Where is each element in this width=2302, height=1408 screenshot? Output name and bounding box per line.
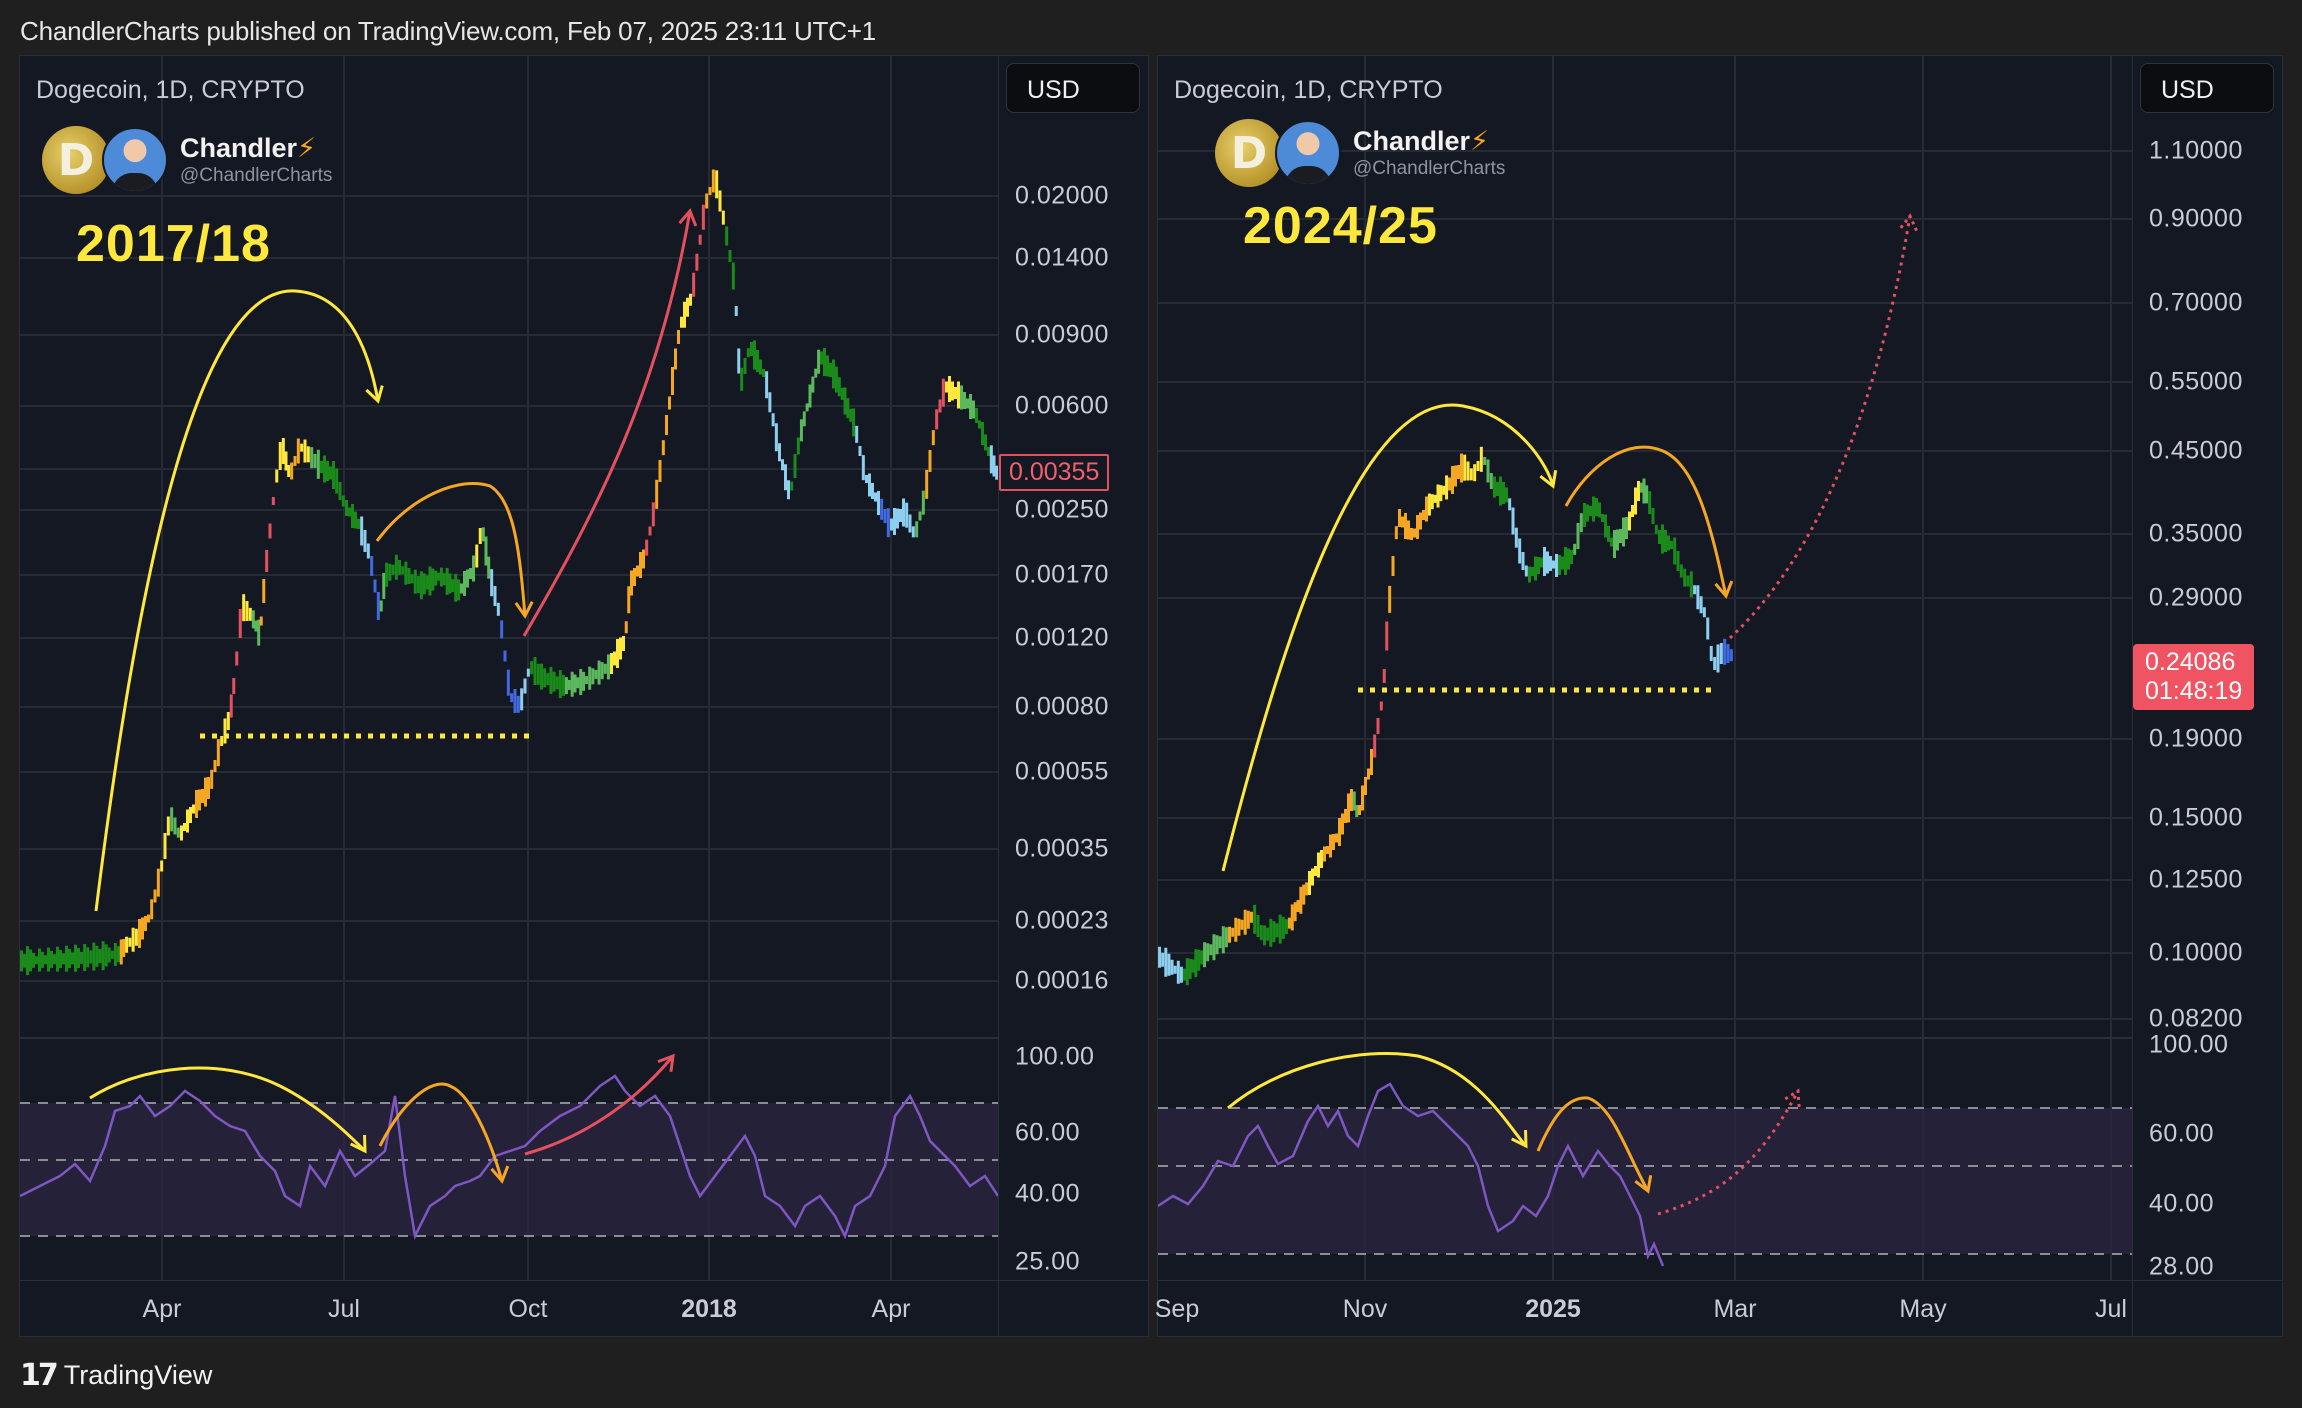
price-plot-right[interactable]: [1158, 56, 2132, 1280]
price-tick: 0.00055: [1015, 757, 1109, 786]
symbol-title: Dogecoin, 1D, CRYPTO: [1174, 76, 1443, 104]
author-handle: @ChandlerCharts: [180, 165, 333, 187]
doge-logo-icon: D: [42, 126, 110, 194]
period-label: 2024/25: [1243, 197, 1438, 255]
price-tick: 0.02000: [1015, 181, 1109, 210]
time-axis-right[interactable]: Sep Nov 2025 Mar May Jul: [1154, 1280, 2282, 1337]
price-tick: 0.00080: [1015, 692, 1109, 721]
bar-countdown: 01:48:19: [2145, 677, 2243, 705]
price-tick: 1.10000: [2149, 136, 2243, 165]
symbol-title: Dogecoin, 1D, CRYPTO: [36, 76, 305, 104]
avatar: [102, 127, 168, 193]
chart-panel-right[interactable]: Dogecoin, 1D, CRYPTO D Chandler⚡ @Chandl…: [1154, 55, 2283, 1337]
rsi-tick: 28.00: [2149, 1252, 2215, 1281]
avatar: [1275, 120, 1341, 186]
time-tick: Oct: [508, 1295, 548, 1323]
rsi-tick: 100.00: [2149, 1030, 2229, 1059]
tradingview-logo-icon: 17: [20, 1358, 59, 1393]
price-plot-left[interactable]: [20, 56, 998, 1280]
price-tick: 0.12500: [2149, 865, 2243, 894]
publish-info: ChandlerCharts published on TradingView.…: [20, 16, 877, 46]
time-tick: 2025: [1525, 1295, 1581, 1323]
price-axis-right[interactable]: USD 1.10000 0.90000 0.70000 0.55000 0.45000 0…: [2132, 56, 2282, 1336]
author-handle: @ChandlerCharts: [1353, 158, 1506, 180]
last-price-tag: 0.00355: [999, 454, 1110, 491]
last-price: 0.24086: [2145, 648, 2236, 676]
price-tick: 0.00120: [1015, 623, 1109, 652]
price-tick: 0.70000: [2149, 288, 2243, 317]
rsi-tick: 100.00: [1015, 1042, 1095, 1071]
time-tick: 2018: [681, 1295, 737, 1323]
time-tick: Mar: [1713, 1295, 1757, 1323]
price-tick: 0.00250: [1015, 495, 1109, 524]
price-tick: 0.35000: [2149, 519, 2243, 548]
price-tick: 0.00035: [1015, 834, 1109, 863]
time-axis-left[interactable]: Apr Jul Oct 2018 Apr: [20, 1280, 1148, 1337]
time-tick: Apr: [142, 1295, 182, 1323]
author-name: Chandler: [180, 132, 298, 163]
price-tick: 0.55000: [2149, 367, 2243, 396]
price-tick: 0.19000: [2149, 724, 2243, 753]
rsi-tick: 60.00: [2149, 1119, 2215, 1148]
rsi-tick: 40.00: [2149, 1189, 2215, 1218]
rsi-tick: 40.00: [1015, 1179, 1081, 1208]
time-tick: Jul: [2095, 1295, 2127, 1323]
price-tick: 0.00016: [1015, 966, 1109, 995]
time-tick: Nov: [1342, 1295, 1388, 1323]
author-badge: D Chandler⚡ @ChandlerCharts: [1215, 119, 1505, 187]
rsi-tick: 25.00: [1015, 1247, 1081, 1276]
last-price-tag: 0.24086 01:48:19: [2133, 644, 2255, 710]
price-tick: 0.29000: [2149, 583, 2243, 612]
price-tick: 0.00023: [1015, 906, 1109, 935]
time-tick: Jul: [328, 1295, 360, 1323]
chart-panel-left[interactable]: Dogecoin, 1D, CRYPTO D Chandler⚡ @Chandl…: [19, 55, 1149, 1337]
price-tick: 0.01400: [1015, 243, 1109, 272]
price-tick: 0.00170: [1015, 560, 1109, 589]
price-tick: 0.15000: [2149, 803, 2243, 832]
lightning-icon: ⚡: [1470, 125, 1489, 156]
currency-button[interactable]: USD: [1006, 63, 1140, 113]
price-tick: 0.45000: [2149, 436, 2243, 465]
time-tick: Sep: [1154, 1295, 1200, 1323]
rsi-tick: 60.00: [1015, 1118, 1081, 1147]
lightning-icon: ⚡: [297, 132, 316, 163]
price-axis-left[interactable]: USD 0.020000.014000.009000.006000.004000…: [998, 56, 1148, 1336]
author-badge: D Chandler⚡ @ChandlerCharts: [42, 126, 332, 194]
price-tick: 0.00900: [1015, 320, 1109, 349]
price-tick: 0.90000: [2149, 204, 2243, 233]
brand-name: TradingView: [63, 1360, 213, 1390]
time-tick: May: [1899, 1295, 1947, 1323]
tradingview-brand[interactable]: 17 TradingView: [20, 1358, 212, 1393]
time-tick: Apr: [871, 1295, 911, 1323]
price-tick: 0.10000: [2149, 938, 2243, 967]
period-label: 2017/18: [76, 215, 271, 273]
currency-button[interactable]: USD: [2140, 63, 2274, 113]
doge-logo-icon: D: [1215, 119, 1283, 187]
price-tick: 0.00600: [1015, 391, 1109, 420]
price-tick: 0.08200: [2149, 1004, 2243, 1033]
author-name: Chandler: [1353, 125, 1471, 156]
